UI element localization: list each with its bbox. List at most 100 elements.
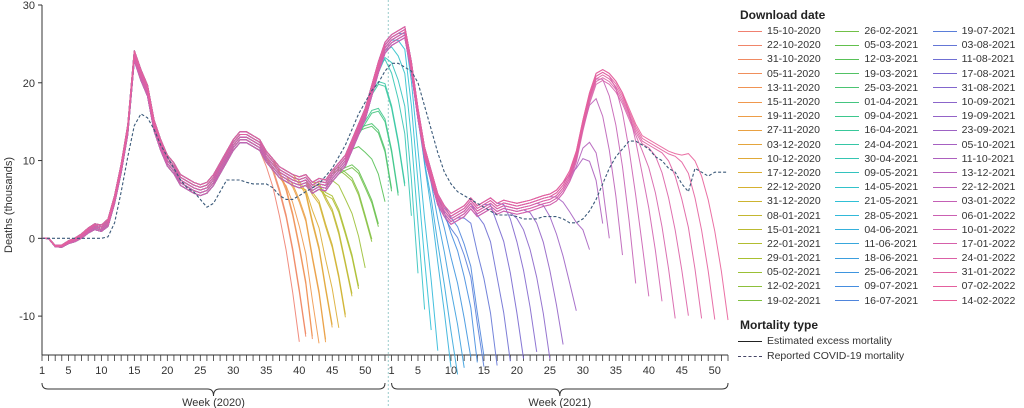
legend-swatch (835, 115, 860, 117)
legend-item-download-date: 31-10-2020 (738, 52, 829, 66)
legend-date-label: 15-11-2020 (767, 96, 820, 109)
legend-item-download-date: 03-01-2022 (932, 194, 1024, 208)
legend-swatch (932, 215, 957, 217)
x-tick-label: 5 (65, 365, 71, 377)
legend-item-download-date: 24-04-2021 (835, 138, 926, 152)
legend-item-download-date: 12-03-2021 (835, 52, 926, 66)
legend-item-download-date: 08-01-2021 (738, 208, 829, 222)
legend-item-download-date: 10-01-2022 (932, 223, 1024, 237)
legend-item-download-date: 06-01-2022 (932, 208, 1024, 222)
legend-item-download-date: 05-11-2020 (738, 67, 829, 81)
x-tick-label: 1 (39, 365, 45, 377)
download-series-line (42, 31, 703, 319)
legend-swatch (932, 257, 957, 259)
legend-item-download-date: 22-01-2021 (738, 237, 829, 251)
download-series-line (41, 60, 379, 248)
solid-line-swatch (738, 340, 762, 342)
legend-swatch (932, 158, 957, 160)
legend-item-download-date: 22-12-2021 (932, 180, 1024, 194)
legend-swatch (932, 200, 957, 202)
legend-item-download-date: 30-04-2021 (835, 152, 926, 166)
x-tick-label: 20 (161, 365, 173, 377)
legend-date-label: 23-09-2021 (961, 124, 1016, 137)
x-tick-label: 45 (326, 365, 338, 377)
legend-item-download-date: 09-05-2021 (835, 166, 926, 180)
legend-date-label: 22-10-2020 (767, 39, 821, 52)
year-brace (391, 382, 729, 397)
download-series-line (41, 32, 439, 351)
legend-item-download-date: 26-02-2021 (835, 24, 926, 38)
download-series-line (41, 60, 399, 248)
legend-item-download-date: 28-05-2021 (835, 208, 926, 222)
legend-date-label: 25-03-2021 (864, 81, 919, 94)
x-tick-label: 35 (260, 365, 272, 377)
x-tick-label: 20 (511, 365, 523, 377)
legend-date-label: 10-09-2021 (961, 96, 1016, 109)
legend-date-label: 19-07-2021 (961, 25, 1016, 38)
legend-swatch (835, 200, 860, 202)
legend-item-download-date: 24-01-2022 (932, 251, 1024, 265)
download-date-column: 26-02-2021 05-03-2021 12-03-2021 19-03-2021… (835, 24, 926, 308)
legend-date-label: 05-02-2021 (767, 266, 821, 279)
download-series-line (42, 31, 511, 362)
legend-swatch (835, 186, 860, 188)
x-tick-label: 25 (194, 365, 206, 377)
legend-date-label: 03-01-2022 (961, 195, 1016, 208)
legend-item-download-date: 19-09-2021 (932, 109, 1024, 123)
legend-swatch (738, 172, 762, 174)
legend-item-download-date: 27-11-2020 (738, 123, 829, 137)
legend-item-download-date: 23-09-2021 (932, 123, 1024, 137)
legend-item-download-date: 14-02-2022 (932, 294, 1024, 308)
legend-swatch (932, 285, 957, 287)
legend-date-label: 08-01-2021 (767, 209, 821, 222)
legend-date-label: 11-10-2021 (961, 152, 1015, 165)
legend-item-reported: Reported COVID-19 mortality (738, 349, 1024, 364)
y-tick-label: -10 (19, 311, 35, 323)
legend-date-label: 31-08-2021 (961, 81, 1016, 94)
download-date-title: Download date (740, 8, 826, 22)
legend-item-download-date: 13-12-2021 (932, 166, 1024, 180)
x-tick-label: 30 (227, 365, 239, 377)
y-axis-label: Deaths (thousands) (3, 157, 15, 253)
x-group-label: Week (2020) (182, 397, 245, 408)
legend-item-download-date: 25-06-2021 (835, 265, 926, 279)
legend-swatch (932, 172, 957, 174)
download-series-line (41, 46, 426, 310)
legend-item-download-date: 25-03-2021 (835, 81, 926, 95)
x-tick-label: 15 (128, 365, 140, 377)
legend-swatch (738, 271, 762, 273)
legend-item-download-date: 17-08-2021 (932, 67, 1024, 81)
legend-swatch (932, 129, 957, 131)
legend-item-download-date: 03-12-2020 (738, 138, 829, 152)
legend-swatch (738, 215, 762, 217)
legend-item-download-date: 14-05-2021 (835, 180, 926, 194)
legend-date-label: 31-01-2022 (961, 266, 1016, 279)
download-series-line (41, 60, 300, 342)
legend-swatch (835, 172, 860, 174)
legend-item-download-date: 12-02-2021 (738, 279, 829, 293)
legend-swatch (835, 300, 860, 302)
download-series-line (41, 50, 393, 246)
legend-date-label: 05-11-2020 (767, 67, 820, 80)
legend-date-label: 10-01-2022 (961, 223, 1016, 236)
legend-swatch (932, 229, 957, 231)
legend-swatch (835, 215, 860, 217)
legend-date-label: 24-04-2021 (864, 138, 919, 151)
legend-swatch (932, 73, 957, 75)
legend-swatch (738, 129, 762, 131)
download-series-line (41, 60, 320, 344)
legend-date-label: 26-02-2021 (864, 25, 919, 38)
legend-date-label: 31-12-2020 (767, 195, 821, 208)
legend-date-label: 11-08-2021 (961, 53, 1015, 66)
legend-item-download-date: 09-07-2021 (835, 279, 926, 293)
legend-swatch (932, 87, 957, 89)
legend-date-label: 19-02-2021 (767, 294, 821, 307)
legend-item-download-date: 17-01-2022 (932, 237, 1024, 251)
series-lines (41, 26, 729, 375)
x-tick-label: 10 (445, 365, 457, 377)
download-date-list: 15-10-2020 22-10-2020 31-10-2020 05-11-2020… (738, 24, 1024, 308)
legend-swatch (932, 30, 957, 32)
legend-date-label: 11-06-2021 (864, 237, 918, 250)
